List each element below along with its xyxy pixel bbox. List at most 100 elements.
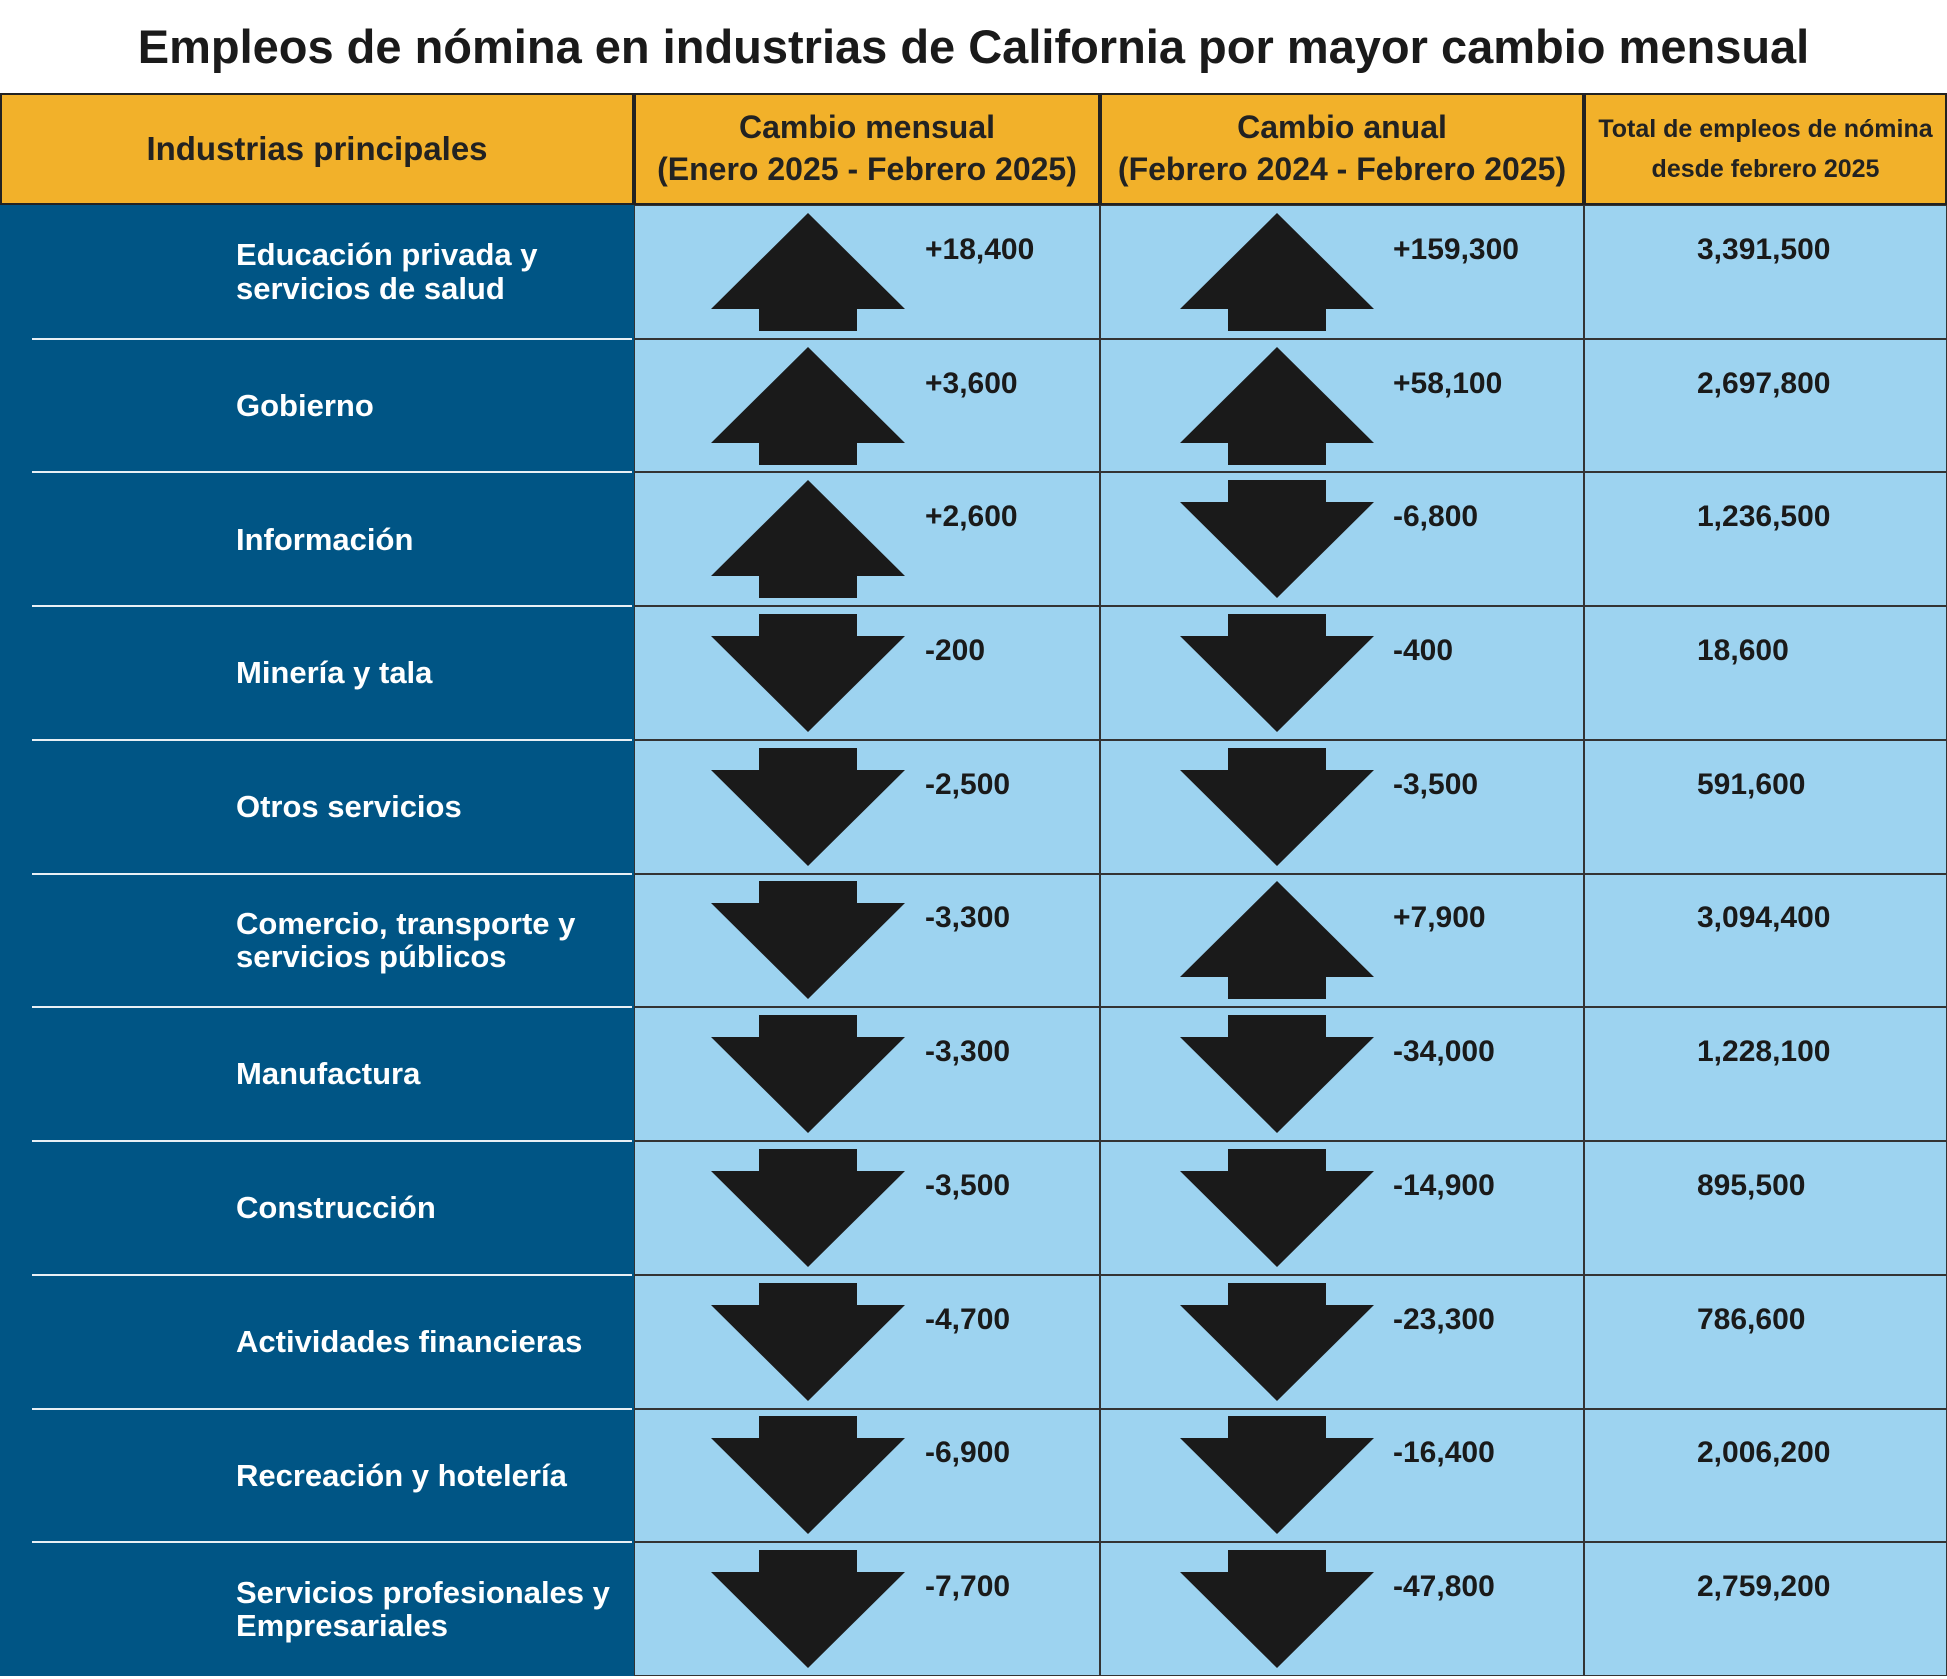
arrow-up bbox=[1180, 881, 1374, 1000]
change-value: -7,700 bbox=[925, 1570, 1011, 1604]
row-separator bbox=[32, 1541, 632, 1544]
header-text: (Enero 2025 - Febrero 2025) bbox=[657, 151, 1077, 187]
industry-cell: Manufactura bbox=[0, 1007, 634, 1142]
header-cell: Cambio anual (Febrero 2024 - Febrero 2025… bbox=[1100, 93, 1584, 205]
header-text: Total de empleos de nómina desde febrero… bbox=[1598, 115, 1933, 183]
change-value: +7,900 bbox=[1393, 901, 1486, 935]
change-cell: -47,800 bbox=[1100, 1542, 1584, 1676]
arrow-shape bbox=[1180, 881, 1374, 1000]
total-cell: 18,600 bbox=[1584, 606, 1947, 740]
change-cell: -3,500 bbox=[634, 1141, 1100, 1275]
arrow-down bbox=[711, 747, 905, 866]
change-value: -16,400 bbox=[1393, 1436, 1495, 1470]
header-cell: Total de empleos de nómina desde febrero… bbox=[1584, 93, 1947, 205]
change-cell: -16,400 bbox=[1100, 1408, 1584, 1543]
industry-cell: Educación privada y servicios de salud bbox=[0, 205, 634, 339]
arrow-shape bbox=[1180, 1550, 1374, 1669]
arrow-shape bbox=[1180, 480, 1374, 599]
arrow-down bbox=[711, 1416, 905, 1535]
header-cell: Cambio mensual (Enero 2025 - Febrero 2025… bbox=[634, 93, 1100, 205]
change-cell: -6,900 bbox=[634, 1408, 1100, 1543]
industry-cell: Construcción bbox=[0, 1141, 634, 1275]
arrow-down bbox=[711, 614, 905, 733]
total-cell: 2,759,200 bbox=[1584, 1542, 1947, 1676]
total-value: 3,391,500 bbox=[1697, 232, 1831, 266]
arrow-shape bbox=[711, 1148, 905, 1267]
arrow-down bbox=[1180, 1416, 1374, 1535]
change-value: -3,300 bbox=[925, 1035, 1011, 1069]
total-cell: 1,228,100 bbox=[1584, 1007, 1947, 1142]
total-value: 1,228,100 bbox=[1697, 1035, 1831, 1069]
header-text: Cambio anual bbox=[1237, 109, 1447, 146]
total-cell: 2,697,800 bbox=[1584, 338, 1947, 473]
arrow-shape bbox=[711, 212, 905, 331]
total-value: 1,236,500 bbox=[1697, 500, 1831, 534]
arrow-shape bbox=[1180, 747, 1374, 866]
change-value: -34,000 bbox=[1393, 1035, 1495, 1069]
header-text: Industrias principales bbox=[146, 130, 488, 167]
row-separator bbox=[32, 337, 632, 340]
row-separator bbox=[32, 738, 632, 741]
industry-name: Educación privada y servicios de salud bbox=[236, 237, 538, 306]
title: Empleos de nómina en industrias de Calif… bbox=[137, 20, 1810, 73]
change-cell: +58,100 bbox=[1100, 338, 1584, 473]
arrow-shape bbox=[711, 346, 905, 465]
arrow-shape bbox=[1180, 1148, 1374, 1267]
arrow-up bbox=[711, 480, 905, 599]
arrow-down bbox=[711, 1148, 905, 1267]
total-cell: 3,391,500 bbox=[1584, 205, 1947, 339]
industry-name: Información bbox=[236, 521, 414, 557]
change-cell: +18,400 bbox=[634, 205, 1100, 339]
arrow-down bbox=[1180, 1550, 1374, 1669]
arrow-shape bbox=[1180, 614, 1374, 733]
industry-cell: Comercio, transporte y servicios público… bbox=[0, 873, 634, 1008]
arrow-down bbox=[1180, 1015, 1374, 1134]
change-cell: -3,300 bbox=[634, 1007, 1100, 1142]
industry-name: Actividades financieras bbox=[236, 1323, 583, 1359]
arrow-down bbox=[711, 1282, 905, 1401]
header-text: (Febrero 2024 - Febrero 2025) bbox=[1117, 151, 1567, 187]
arrow-down bbox=[711, 881, 905, 1000]
industry-name: Recreación y hotelería bbox=[236, 1457, 567, 1493]
change-cell: -7,700 bbox=[634, 1542, 1100, 1676]
arrow-shape bbox=[711, 614, 905, 733]
industry-name: Gobierno bbox=[236, 387, 374, 423]
total-cell: 2,006,200 bbox=[1584, 1408, 1947, 1543]
header-cell: Industrias principales bbox=[0, 93, 634, 205]
industry-name: Comercio, transporte y servicios público… bbox=[236, 906, 576, 975]
total-value: 591,600 bbox=[1697, 767, 1806, 801]
industry-cell: Información bbox=[0, 472, 634, 607]
arrow-shape bbox=[711, 480, 905, 599]
total-value: 2,006,200 bbox=[1697, 1436, 1831, 1470]
arrow-up bbox=[711, 346, 905, 465]
industry-name: Otros servicios bbox=[236, 789, 462, 825]
change-cell: -400 bbox=[1100, 606, 1584, 740]
arrow-down bbox=[1180, 747, 1374, 866]
change-value: +18,400 bbox=[925, 232, 1035, 266]
row-separator bbox=[32, 1140, 632, 1143]
total-value: 895,500 bbox=[1697, 1168, 1806, 1202]
change-cell: +7,900 bbox=[1100, 873, 1584, 1008]
change-cell: -34,000 bbox=[1100, 1007, 1584, 1142]
change-value: -6,900 bbox=[925, 1436, 1011, 1470]
arrow-down bbox=[711, 1015, 905, 1134]
change-value: -47,800 bbox=[1393, 1570, 1495, 1604]
change-cell: +2,600 bbox=[634, 472, 1100, 607]
arrow-shape bbox=[711, 1416, 905, 1535]
table: Industrias principales Cambio mensual (Ene… bbox=[0, 93, 1947, 1676]
total-value: 2,697,800 bbox=[1697, 366, 1831, 400]
row-separator bbox=[32, 872, 632, 875]
total-cell: 1,236,500 bbox=[1584, 472, 1947, 607]
total-value: 786,600 bbox=[1697, 1302, 1806, 1336]
total-cell: 591,600 bbox=[1584, 739, 1947, 874]
arrow-shape bbox=[711, 1282, 905, 1401]
arrow-shape bbox=[1180, 212, 1374, 331]
total-cell: 3,094,400 bbox=[1584, 873, 1947, 1008]
total-value: 18,600 bbox=[1697, 634, 1789, 668]
change-value: -2,500 bbox=[925, 767, 1011, 801]
industry-cell: Recreación y hotelería bbox=[0, 1408, 634, 1543]
industry-cell: Gobierno bbox=[0, 338, 634, 473]
arrow-up bbox=[1180, 346, 1374, 465]
arrow-shape bbox=[1180, 1416, 1374, 1535]
